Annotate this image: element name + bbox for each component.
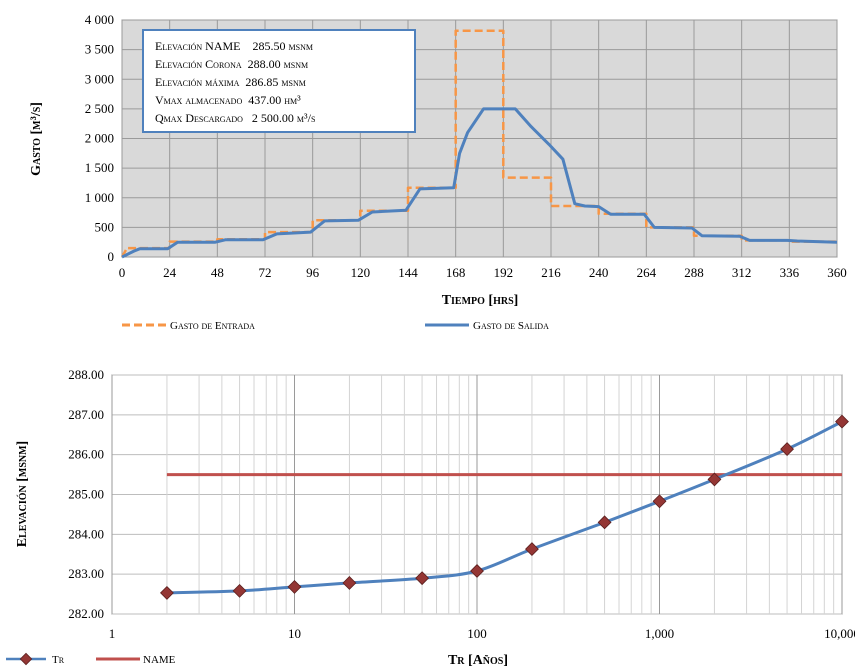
x-tick-label: 168: [446, 265, 466, 280]
x-tick-label: 144: [398, 265, 418, 280]
x-tick-label: 1,000: [645, 626, 674, 641]
x-tick-label: 264: [637, 265, 657, 280]
legend-label-salida: Gasto de Salida: [473, 320, 549, 332]
x-tick-label: 336: [780, 265, 800, 280]
y-tick-label: 0: [108, 249, 115, 264]
y-tick-label: 282.00: [68, 606, 104, 621]
y-tick-label: 1 000: [85, 190, 114, 205]
x-tick-label: 240: [589, 265, 609, 280]
x-tick-label: 288: [684, 265, 704, 280]
legend-marker-tr: [20, 653, 31, 664]
x-tick-label: 120: [351, 265, 371, 280]
x-tick-label: 72: [259, 265, 272, 280]
x-tick-label: 10: [288, 626, 301, 641]
x-tick-label: 24: [163, 265, 177, 280]
x-tick-label: 312: [732, 265, 752, 280]
hydrograph-x-ticks: 0 24 48 72 96 120 144 168 192 216 240 264 288 312 336 3…: [119, 265, 847, 280]
summary-line-2: Elevación Corona 288.00 msnm: [155, 57, 308, 71]
x-tick-label: 1: [109, 626, 116, 641]
hydrograph-legend: Gasto de Entrada Gasto de Salida: [122, 320, 549, 332]
y-tick-label: 284.00: [68, 526, 104, 541]
elevation-y-label: Elevación [msnm]: [15, 441, 30, 547]
elevation-chart: 282.00 283.00 284.00 285.00 286.00 287.00 288.…: [6, 367, 855, 668]
y-tick-label: 4 000: [85, 12, 114, 27]
y-tick-label: 283.00: [68, 566, 104, 581]
summary-line-5: Qmax Descargado 2 500.00 m³/s: [155, 111, 315, 125]
legend-label-tr: Tr: [52, 654, 65, 666]
x-tick-label: 48: [211, 265, 224, 280]
hydrograph-y-label: Gasto [m³/s]: [29, 102, 44, 176]
x-tick-label: 100: [467, 626, 487, 641]
y-tick-label: 287.00: [68, 407, 104, 422]
x-tick-label: 0: [119, 265, 126, 280]
y-tick-label: 2 500: [85, 101, 114, 116]
x-tick-label: 10,000: [824, 626, 855, 641]
x-tick-label: 96: [306, 265, 320, 280]
elevation-x-label: Tr [Años]: [448, 653, 508, 668]
elevation-legend: Tr NAME: [6, 653, 176, 666]
legend-label-entrada: Gasto de Entrada: [170, 320, 255, 332]
y-tick-label: 1 500: [85, 160, 114, 175]
summary-line-1: Elevación NAME 285.50 msnm: [155, 39, 313, 53]
y-tick-label: 285.00: [68, 487, 104, 502]
legend-label-name: NAME: [143, 654, 176, 666]
y-tick-label: 2 000: [85, 131, 114, 146]
x-tick-label: 192: [494, 265, 514, 280]
hydrograph-y-ticks: 0 500 1 000 1 500 2 000 2 500 3 000 3 500 4 000: [85, 12, 114, 264]
y-tick-label: 3 500: [85, 42, 114, 57]
y-tick-label: 288.00: [68, 367, 104, 382]
summary-line-3: Elevación máxima 286.85 msnm: [155, 75, 306, 89]
y-tick-label: 500: [95, 219, 115, 234]
hydrograph-x-label: Tiempo [hrs]: [442, 293, 519, 308]
summary-line-4: Vmax almacenado 437.00 hm³: [155, 93, 301, 107]
y-tick-label: 3 000: [85, 71, 114, 86]
y-tick-label: 286.00: [68, 447, 104, 462]
x-tick-label: 216: [541, 265, 561, 280]
elevation-y-ticks: 282.00 283.00 284.00 285.00 286.00 287.00 288.…: [68, 367, 104, 621]
elevation-x-ticks: 1 10 100 1,000 10,000: [109, 626, 855, 641]
x-tick-label: 360: [827, 265, 847, 280]
